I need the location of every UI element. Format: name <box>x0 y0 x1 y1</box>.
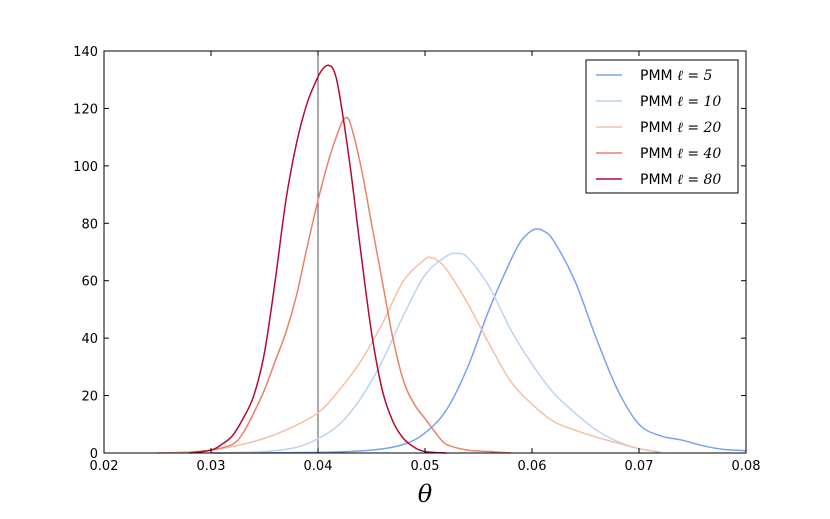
y-tick-label-3: 60 <box>81 275 98 290</box>
y-tick-label-0: 0 <box>90 447 98 462</box>
y-tick-label-7: 140 <box>73 45 98 60</box>
series-line-2 <box>157 256 661 454</box>
y-tick-label-2: 40 <box>81 332 98 347</box>
series-line-3 <box>189 116 511 454</box>
legend-label-0: PMM ℓ = 5 <box>640 68 713 84</box>
x-axis-label: θ <box>418 480 433 508</box>
plot-area: 0.02 0.03 0.04 0.05 0.06 0.07 0.08 0 20 40 60 80 100… <box>73 45 760 508</box>
x-tick-label-4: 0.06 <box>518 459 547 474</box>
series-line-0 <box>210 228 747 454</box>
y-tick-label-1: 20 <box>81 390 98 405</box>
series-layer <box>157 64 747 454</box>
x-tick-label-3: 0.05 <box>411 459 440 474</box>
x-tick-label-2: 0.04 <box>304 459 333 474</box>
x-tick-label-0: 0.02 <box>90 459 119 474</box>
x-tick-label-6: 0.08 <box>732 459 761 474</box>
legend: PMM ℓ = 5 PMM ℓ = 10 PMM ℓ = 20 PMM ℓ = 40 P… <box>585 59 739 194</box>
legend-label-4: PMM ℓ = 80 <box>640 172 721 188</box>
x-tick-label-1: 0.03 <box>197 459 226 474</box>
legend-entries: PMM ℓ = 5 PMM ℓ = 10 PMM ℓ = 20 PMM ℓ = 40 P… <box>596 68 721 188</box>
y-tick-label-5: 100 <box>73 160 98 175</box>
legend-label-3: PMM ℓ = 40 <box>640 146 721 162</box>
x-tick-label-5: 0.07 <box>625 459 654 474</box>
y-tick-label-4: 80 <box>81 217 98 232</box>
legend-label-2: PMM ℓ = 20 <box>640 120 721 136</box>
legend-label-1: PMM ℓ = 10 <box>640 94 721 110</box>
tick-layer: 0.02 0.03 0.04 0.05 0.06 0.07 0.08 0 20 40 60 80 100… <box>73 45 760 474</box>
y-tick-label-6: 120 <box>73 102 98 117</box>
series-line-1 <box>210 252 661 454</box>
series-line-4 <box>189 64 447 454</box>
